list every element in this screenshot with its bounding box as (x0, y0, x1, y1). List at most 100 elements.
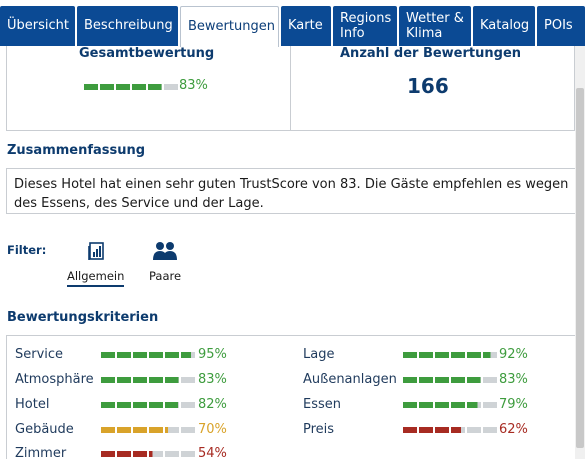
bar-segment (101, 352, 115, 358)
tab-pois[interactable]: POIs (537, 6, 585, 46)
bar-segment (165, 402, 179, 408)
criterion-percent: 70% (198, 422, 227, 437)
bar-segment (403, 402, 417, 408)
bar-segment (117, 451, 131, 457)
bar-segment (101, 427, 115, 433)
bar-segment (132, 84, 146, 90)
tab-uebersicht[interactable]: Übersicht (0, 6, 75, 46)
criterion-name: Außenanlagen (303, 372, 397, 387)
bar-segment (133, 427, 147, 433)
overall-rating-percent: 83% (179, 78, 208, 93)
tab-label: Übersicht (7, 18, 69, 33)
tab-bewertungen[interactable]: Bewertungen (180, 6, 279, 47)
bar-segment (149, 377, 163, 383)
bar-segment (149, 352, 163, 358)
bar-segment (435, 402, 449, 408)
bar-segment (451, 377, 465, 383)
bar-segment (467, 352, 481, 358)
bar-segment (181, 377, 195, 383)
bar-segment (467, 427, 481, 433)
bar-segment (101, 402, 115, 408)
bar-segment (116, 84, 130, 90)
bar-segment (451, 402, 465, 408)
bar-segment (467, 402, 481, 408)
tab-label: POIs (544, 18, 573, 33)
bar-segment (403, 352, 417, 358)
filter-label: Filter: (7, 243, 47, 257)
couple-icon (149, 241, 181, 265)
bar-segment (117, 377, 131, 383)
scrollbar-thumb[interactable] (576, 88, 584, 448)
bar-segment (101, 451, 115, 457)
general-chart-icon (67, 241, 124, 265)
bar-segment (133, 377, 147, 383)
stats-divider (290, 46, 291, 130)
review-count-title: Anzahl der Bewertungen (340, 46, 522, 61)
overall-rating-bar (84, 84, 178, 90)
bar-segment (403, 377, 417, 383)
criterion-percent: 54% (198, 446, 227, 459)
bar-segment (149, 427, 163, 433)
bar-segment (419, 352, 433, 358)
review-count-value: 166 (407, 74, 449, 98)
bar-segment (419, 427, 433, 433)
bar-segment (181, 427, 195, 433)
summary-box: Dieses Hotel hat einen sehr guten TrustS… (6, 168, 581, 214)
tab-label: Regions Info (340, 11, 392, 41)
criterion-name: Zimmer (15, 446, 67, 459)
tab-label: Beschreibung (84, 18, 173, 33)
bar-segment (149, 451, 163, 457)
tab-label: Katalog (480, 18, 530, 33)
bar-segment (181, 451, 195, 457)
criterion-bar (403, 377, 497, 383)
criteria-title: Bewertungskriterien (7, 310, 159, 325)
bar-segment (148, 84, 162, 90)
criterion-percent: 62% (499, 422, 528, 437)
bar-segment (84, 84, 98, 90)
tab-beschreibung[interactable]: Beschreibung (77, 6, 178, 46)
bar-segment (483, 352, 497, 358)
bar-segment (149, 402, 163, 408)
bar-segment (483, 402, 497, 408)
bar-segment (100, 84, 114, 90)
summary-title: Zusammenfassung (7, 143, 146, 158)
bar-segment (165, 352, 179, 358)
bar-segment (483, 377, 497, 383)
criterion-bar (403, 402, 497, 408)
criterion-name: Hotel (15, 397, 50, 412)
tab-regions-info[interactable]: Regions Info (333, 6, 397, 46)
tab-wetter-klima[interactable]: Wetter & Klima (399, 6, 471, 46)
bar-segment (419, 377, 433, 383)
criterion-bar (101, 377, 195, 383)
vertical-scrollbar[interactable] (575, 46, 585, 459)
criterion-percent: 83% (499, 372, 528, 387)
criterion-bar (101, 427, 195, 433)
bar-segment (117, 427, 131, 433)
criterion-bar (101, 352, 195, 358)
bar-segment (435, 377, 449, 383)
criterion-name: Gebäude (15, 422, 74, 437)
tab-bar: Übersicht Beschreibung Bewertungen Karte… (0, 0, 585, 47)
bar-segment (117, 352, 131, 358)
criterion-percent: 83% (198, 372, 227, 387)
bar-segment (133, 451, 147, 457)
tab-label: Wetter & Klima (406, 11, 464, 41)
bar-segment (133, 402, 147, 408)
bar-segment (435, 352, 449, 358)
bar-segment (165, 427, 179, 433)
criterion-bar (101, 451, 195, 457)
rating-stats-panel: Gesamtbewertung 83% Anzahl der Bewertung… (6, 46, 575, 131)
criterion-percent: 82% (198, 397, 227, 412)
criterion-percent: 79% (499, 397, 528, 412)
bar-segment (181, 402, 195, 408)
summary-text: Dieses Hotel hat einen sehr guten TrustS… (14, 177, 569, 211)
bar-segment (117, 402, 131, 408)
tab-katalog[interactable]: Katalog (473, 6, 535, 46)
tab-karte[interactable]: Karte (281, 6, 331, 46)
filter-option-allgemein[interactable]: Allgemein (67, 241, 125, 287)
criterion-bar (403, 352, 497, 358)
overall-rating-title: Gesamtbewertung (79, 46, 215, 61)
criterion-name: Service (15, 347, 64, 362)
filter-option-paare[interactable]: Paare (149, 241, 181, 283)
bar-segment (165, 451, 179, 457)
